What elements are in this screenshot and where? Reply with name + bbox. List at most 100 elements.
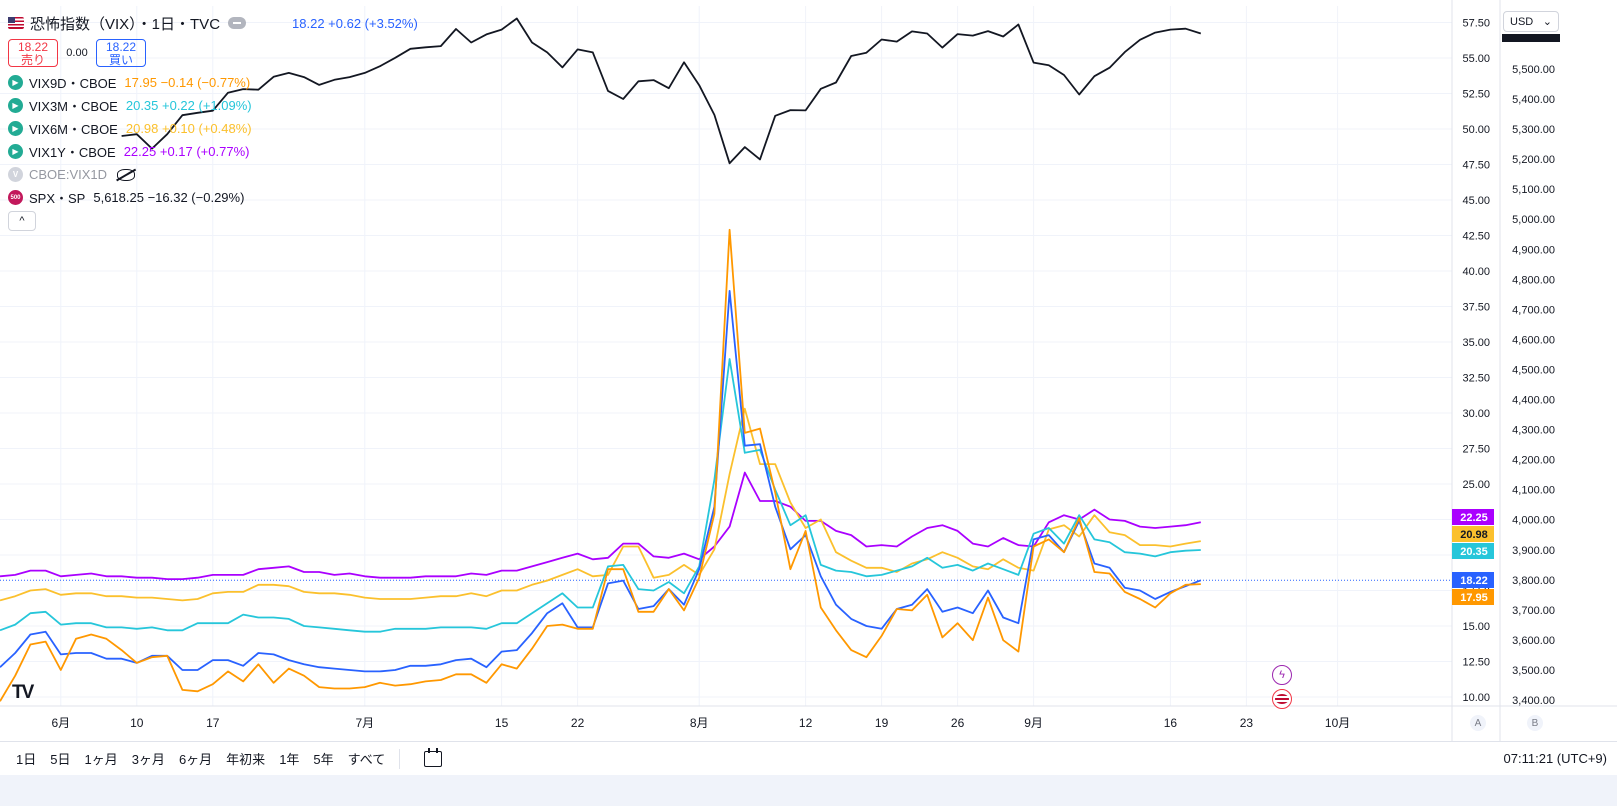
time-axis-tick: 22: [571, 716, 585, 730]
lightning-event-icon[interactable]: ϟ: [1272, 665, 1292, 685]
left-axis-tick: 32.50: [1462, 373, 1490, 385]
trade-buttons: 18.22 売り 0.00 18.22 買い: [8, 39, 418, 67]
auto-scale-b-button[interactable]: B: [1527, 715, 1543, 731]
range-1m-button[interactable]: 1ヶ月: [84, 752, 118, 767]
last-value-text: 22.25: [1460, 512, 1488, 524]
currency-label: USD: [1510, 15, 1534, 28]
legend-name: SPX・SP: [29, 191, 86, 206]
us-event-flag-icon[interactable]: [1272, 689, 1292, 709]
legend-name: VIX9D・CBOE: [29, 76, 117, 91]
chart-canvas[interactable]: 10.0012.5015.0017.5020.0022.5025.0027.50…: [0, 0, 1617, 741]
buy-button[interactable]: 18.22 買い: [96, 39, 146, 67]
last-value-badge: [1452, 543, 1494, 559]
time-axis-tick: 9月: [1024, 716, 1043, 730]
auto-scale-a-button[interactable]: A: [1470, 715, 1486, 731]
range-ytd-button[interactable]: 年初来: [226, 752, 266, 767]
time-axis-tick: 6月: [51, 716, 70, 730]
legend-name: VIX6M・CBOE: [29, 122, 118, 137]
buy-price: 18.22: [105, 40, 137, 54]
right-axis-tick: 5,200.00: [1512, 154, 1555, 166]
hidden-eye-icon[interactable]: [117, 168, 136, 181]
left-axis-tick: 47.50: [1462, 160, 1490, 172]
right-axis-tick: 4,400.00: [1512, 395, 1555, 407]
divider: [399, 748, 401, 769]
left-axis-tick: 27.50: [1462, 444, 1490, 456]
right-axis-tick: 3,700.00: [1512, 605, 1555, 617]
right-axis-tick: 3,500.00: [1512, 665, 1555, 677]
collapse-legend-button[interactable]: ^: [8, 211, 36, 231]
legend-value: 20.98 +0.10 (+0.48%): [125, 121, 252, 136]
legend-item-vix3m[interactable]: ▶ VIX3M・CBOE 20.35 +0.22 (+1.09%): [8, 94, 418, 117]
time-axis-tick: 15: [495, 716, 509, 730]
right-axis-tick: 3,900.00: [1512, 545, 1555, 557]
series-line: [0, 289, 1202, 673]
left-axis-tick: 10.00: [1462, 692, 1490, 704]
range-1y-button[interactable]: 1年: [279, 752, 300, 767]
time-axis-tick: 10月: [1325, 716, 1350, 730]
sell-button[interactable]: 18.22 売り: [8, 39, 58, 67]
left-axis-tick: 12.50: [1462, 657, 1490, 669]
spx-icon: 500: [8, 190, 23, 205]
right-axis-tick: 4,200.00: [1512, 455, 1555, 467]
right-axis-tick: 5,100.00: [1512, 184, 1555, 196]
right-axis-tick: 4,700.00: [1512, 304, 1555, 316]
time-axis-tick: 10: [130, 716, 144, 730]
clock-time[interactable]: 07:11:21 (UTC+9): [1503, 751, 1607, 766]
right-axis-tick: 4,600.00: [1512, 334, 1555, 346]
buy-label: 買い: [108, 53, 133, 67]
last-value-text: 20.35: [1460, 546, 1488, 558]
range-5d-button[interactable]: 5日: [50, 752, 71, 767]
currency-select[interactable]: USD ⌄: [1503, 11, 1559, 32]
legend-item-vix1d[interactable]: V CBOE:VIX1D: [8, 163, 418, 186]
main-symbol-row[interactable]: 恐怖指数（VIX）・1日・TVC 18.22 +0.62 (+3.52%): [8, 10, 418, 36]
legend-item-vix9d[interactable]: ▶ VIX9D・CBOE 17.95 −0.14 (−0.77%): [8, 71, 418, 94]
last-value-text: 18.22: [1460, 575, 1488, 587]
legend-item-vix1y[interactable]: ▶ VIX1Y・CBOE 22.25 +0.17 (+0.77%): [8, 140, 418, 163]
grid: [0, 0, 1617, 741]
tradingview-logo-icon[interactable]: TV: [12, 682, 34, 703]
right-axis-tick: 5,500.00: [1512, 64, 1555, 76]
legend: 恐怖指数（VIX）・1日・TVC 18.22 +0.62 (+3.52%) 18…: [8, 10, 418, 231]
series-layer: [0, 17, 1202, 702]
right-axis-tick: 5,300.00: [1512, 124, 1555, 136]
left-axis-tick: 50.00: [1462, 124, 1490, 136]
chevron-down-icon: ⌄: [1542, 16, 1552, 28]
legend-value: 5,618.25 −16.32 (−0.29%): [93, 190, 245, 205]
spx-last-label: [1502, 34, 1560, 42]
legend-item-spx[interactable]: 500 SPX・SP 5,618.25 −16.32 (−0.29%): [8, 186, 418, 209]
status-dot-icon: [228, 17, 247, 29]
range-all-button[interactable]: すべて: [347, 752, 386, 767]
range-6m-button[interactable]: 6ヶ月: [178, 752, 213, 767]
calendar-range-icon[interactable]: [424, 747, 443, 767]
time-axis-tick: 26: [951, 716, 965, 730]
time-axis-tick: 23: [1240, 716, 1254, 730]
symbol-title[interactable]: 恐怖指数（VIX）・1日・TVC: [30, 15, 221, 33]
sell-price: 18.22: [17, 40, 49, 54]
series-line: [0, 358, 1201, 633]
time-axis-tick: 16: [1164, 716, 1178, 730]
symbol-value: 18.22 +0.62 (+3.52%): [292, 15, 418, 31]
left-axis-tick: 35.00: [1462, 337, 1490, 349]
right-axis-tick: 4,300.00: [1512, 425, 1555, 437]
right-axis-tick: 4,100.00: [1512, 485, 1555, 497]
range-5y-button[interactable]: 5年: [313, 752, 334, 767]
cboe-icon: ▶: [8, 98, 23, 113]
us-flag-icon: [8, 17, 24, 29]
cboe-icon: V: [8, 167, 23, 182]
series-line: [0, 471, 1201, 580]
legend-value: 17.95 −0.14 (−0.77%): [124, 75, 251, 90]
time-axis-tick: 17: [206, 716, 220, 730]
range-3m-button[interactable]: 3ヶ月: [131, 752, 165, 767]
legend-item-vix6m[interactable]: ▶ VIX6M・CBOE 20.98 +0.10 (+0.48%): [8, 117, 418, 140]
range-1d-button[interactable]: 1日: [16, 752, 37, 767]
last-value-badge: [1452, 572, 1494, 588]
spread-value: 0.00: [66, 47, 88, 59]
time-axis-tick: 8月: [690, 716, 709, 730]
right-axis-tick: 4,500.00: [1512, 364, 1555, 376]
series-line: [121, 17, 1202, 165]
left-axis-tick: 30.00: [1462, 408, 1490, 420]
right-axis-tick: 4,900.00: [1512, 244, 1555, 256]
series-line: [0, 228, 1201, 702]
sell-label: 売り: [20, 53, 45, 67]
